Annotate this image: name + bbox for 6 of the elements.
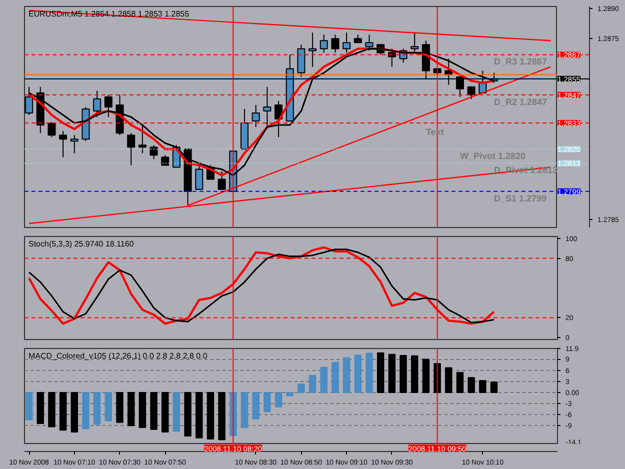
annotation: D_R2 1.2847 [494,96,548,107]
chart-title: MACD_Colored_v105 (12,26,1) 0.0 2.8 2.8 2.8 0.0 [28,352,208,360]
chart-title: Stoch(5,3,3) 25.9740 18.1160 [28,240,134,248]
annotation: W_Pivot 1.2820 [460,151,526,162]
annotation: D_R3 1.2867 [494,56,548,67]
annotation: D_S1 1.2799 [494,193,547,204]
